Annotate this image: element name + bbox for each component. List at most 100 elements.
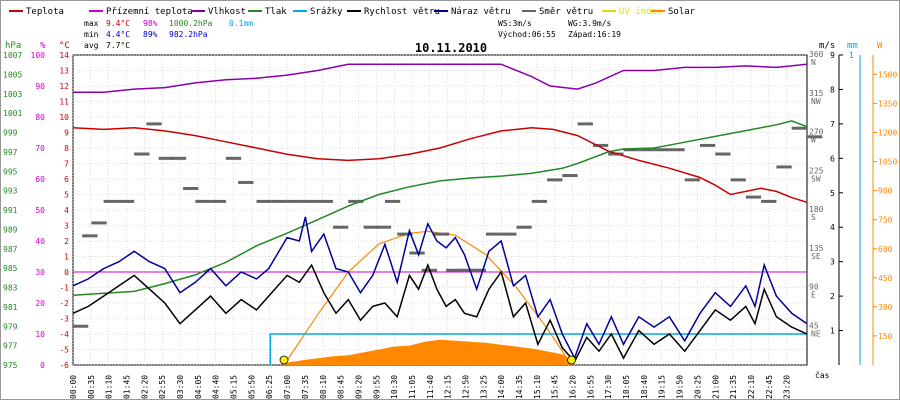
time-tick-26: 15:10 [533, 375, 542, 399]
time-tick-12: 07:00 [283, 375, 292, 399]
wind-direction-mark-19 [332, 225, 349, 229]
time-tick-22: 12:50 [461, 375, 470, 399]
min-label: min [84, 30, 99, 39]
temp-tick-2: 2 [64, 237, 69, 246]
hpa-tick-1007: 1007 [3, 51, 22, 60]
hpa-tick-993: 993 [3, 187, 18, 196]
hum-unit: % [40, 41, 46, 51]
wind-direction-mark-15 [271, 199, 288, 203]
temp-tick--2: -2 [59, 299, 69, 308]
time-tick-23: 13:25 [479, 375, 488, 399]
mm-tick-1: 1 [849, 51, 854, 60]
wind-direction-mark-51 [791, 126, 807, 130]
hpa-tick-1003: 1003 [3, 90, 22, 99]
time-tick-30: 17:30 [604, 375, 613, 399]
dir-tick-45: 45 [809, 321, 819, 330]
wind-direction-mark-38 [592, 143, 609, 147]
w-tick-900: 900 [878, 187, 893, 196]
hpa-unit: hPa [5, 41, 21, 51]
wind-direction-mark-21 [363, 225, 379, 229]
max-press: 1000.2hPa [169, 19, 213, 28]
hum-tick-60: 60 [35, 175, 45, 184]
wg-info: WG:3.9m/s [568, 19, 612, 28]
time-tick-8: 04:40 [212, 375, 221, 399]
time-tick-10: 05:50 [247, 375, 256, 399]
w-tick-1500: 1500 [878, 70, 897, 79]
time-tick-5: 02:55 [158, 375, 167, 399]
time-tick-4: 02:20 [140, 375, 149, 399]
wind-direction-mark-49 [761, 199, 777, 203]
hpa-tick-979: 979 [3, 322, 18, 331]
avg-label: avg [84, 41, 99, 50]
hpa-tick-991: 991 [3, 206, 18, 215]
time-tick-36: 21:00 [711, 375, 720, 399]
legend-label-5: Srážky [310, 7, 343, 17]
wind-direction-mark-36 [562, 174, 578, 178]
temp-tick-10: 10 [59, 113, 69, 122]
wind-direction-mark-45 [699, 143, 716, 147]
temp-tick-9: 9 [64, 129, 69, 138]
dir-name-E: E [811, 291, 816, 300]
wind-direction-mark-16 [287, 199, 303, 203]
dir-name-N: N [811, 58, 816, 67]
w-tick-1350: 1350 [878, 99, 897, 108]
wind-direction-mark-13 [238, 180, 254, 184]
temp-tick-13: 13 [59, 67, 69, 76]
wind-direction-mark-35 [547, 178, 563, 182]
w-tick-450: 450 [878, 274, 893, 283]
hpa-tick-977: 977 [3, 342, 18, 351]
wind-direction-mark-44 [684, 178, 700, 182]
wind-direction-mark-30 [470, 268, 486, 272]
wind-direction-mark-23 [384, 199, 401, 203]
legend: Teplota Přízemní teplota Vlhkost Tlak Srážky… [9, 7, 696, 17]
time-tick-25: 14:35 [515, 375, 524, 399]
hum-tick-50: 50 [35, 206, 45, 215]
wind-direction-mark-29 [458, 268, 474, 272]
temp-tick-5: 5 [64, 191, 69, 200]
temp-tick-14: 14 [59, 51, 69, 60]
hum-tick-90: 90 [35, 82, 45, 91]
wind-speed-line [72, 262, 808, 363]
max-hum: 98% [143, 19, 158, 28]
max-label: max [84, 19, 99, 28]
wind-direction-mark-33 [516, 225, 532, 229]
stats-block: max 9.4°C 98% 1000.2hPa 0.1mm min 4.4°C 89% 982.… [84, 19, 621, 50]
hpa-tick-1005: 1005 [3, 70, 22, 79]
pressure-line [72, 120, 808, 296]
min-temp: 4.4°C [106, 30, 130, 39]
time-tick-40: 23:20 [783, 375, 792, 399]
wind-direction-mark-4 [118, 199, 135, 203]
wind-gust-line [72, 216, 808, 360]
wind-direction-mark-52 [807, 135, 823, 139]
temperature-line [72, 127, 808, 204]
wind-direction-mark-20 [348, 199, 364, 203]
time-tick-11: 06:25 [265, 375, 274, 399]
hum-tick-70: 70 [35, 144, 45, 153]
wind-direction-mark-10 [195, 199, 211, 203]
temp-tick-11: 11 [59, 98, 69, 107]
time-tick-7: 04:05 [194, 375, 203, 399]
hum-tick-100: 100 [31, 51, 46, 60]
legend-label-3: Vlhkost [208, 7, 246, 17]
legend-label-2: Přízemní teplota [106, 7, 193, 17]
dir-name-NW: NW [811, 97, 821, 106]
time-tick-2: 01:10 [105, 375, 114, 399]
wind-direction-mark-14 [256, 199, 272, 203]
ms-tick-2: 2 [830, 292, 835, 301]
x-unit: čas [815, 370, 830, 380]
legend-label-10: Solar [668, 7, 696, 17]
time-tick-1: 00:35 [87, 375, 96, 399]
time-tick-31: 18:05 [622, 375, 631, 399]
wind-direction-mark-28 [446, 268, 462, 272]
time-tick-9: 05:15 [230, 375, 239, 399]
wind-direction-mark-17 [302, 199, 318, 203]
wind-direction-mark-18 [317, 199, 333, 203]
wind-direction-mark-50 [776, 165, 792, 169]
wind-direction-mark-5 [134, 152, 150, 156]
ms-tick-4: 4 [830, 223, 835, 232]
chart-title: 10.11.2010 [415, 41, 487, 55]
wind-direction-mark-22 [375, 225, 392, 229]
hpa-tick-981: 981 [3, 303, 18, 312]
wind-direction-mark-37 [577, 122, 593, 126]
